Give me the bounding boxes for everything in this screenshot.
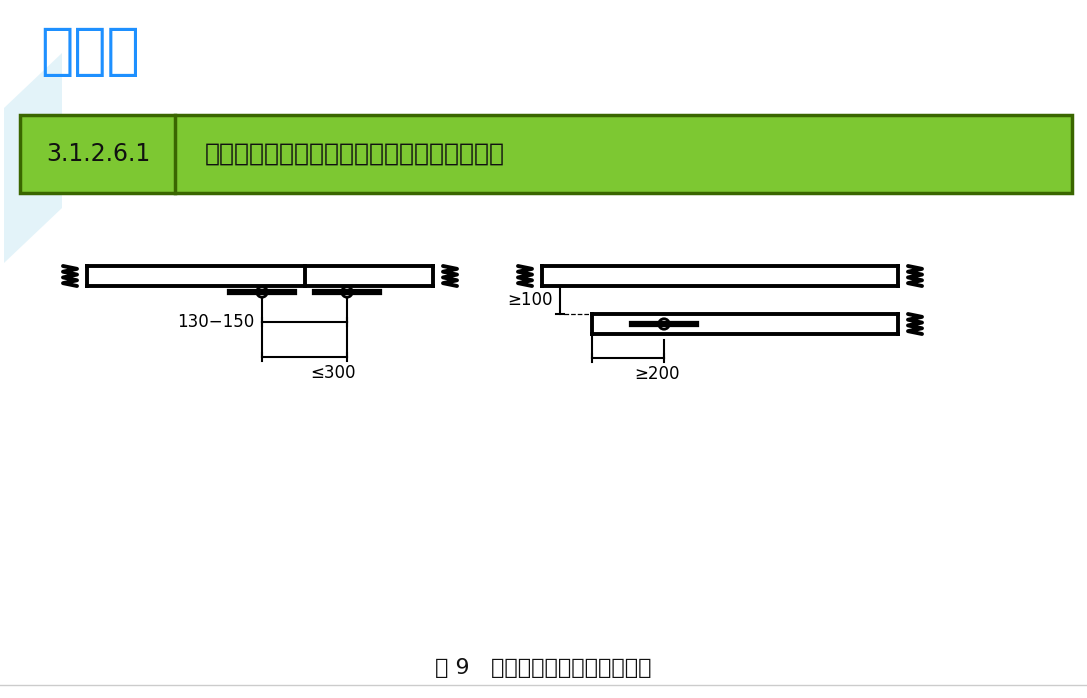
Circle shape: [260, 290, 264, 294]
Text: ≥200: ≥200: [634, 365, 679, 383]
Text: 第一层、顶层、作业层脚手板已铺满、铺稳。: 第一层、顶层、作业层脚手板已铺满、铺稳。: [205, 142, 505, 166]
Text: 3.1.2.6.1: 3.1.2.6.1: [46, 142, 150, 166]
Circle shape: [345, 290, 349, 294]
Text: ≤300: ≤300: [311, 364, 357, 382]
Text: 脚手板: 脚手板: [40, 25, 140, 79]
FancyBboxPatch shape: [20, 115, 1072, 193]
Text: ≥100: ≥100: [508, 291, 553, 309]
Text: 图 9   脚手板对接搭接布设示意图: 图 9 脚手板对接搭接布设示意图: [435, 658, 652, 678]
Text: 130−150: 130−150: [177, 313, 254, 331]
Circle shape: [662, 322, 666, 326]
Polygon shape: [4, 53, 62, 263]
